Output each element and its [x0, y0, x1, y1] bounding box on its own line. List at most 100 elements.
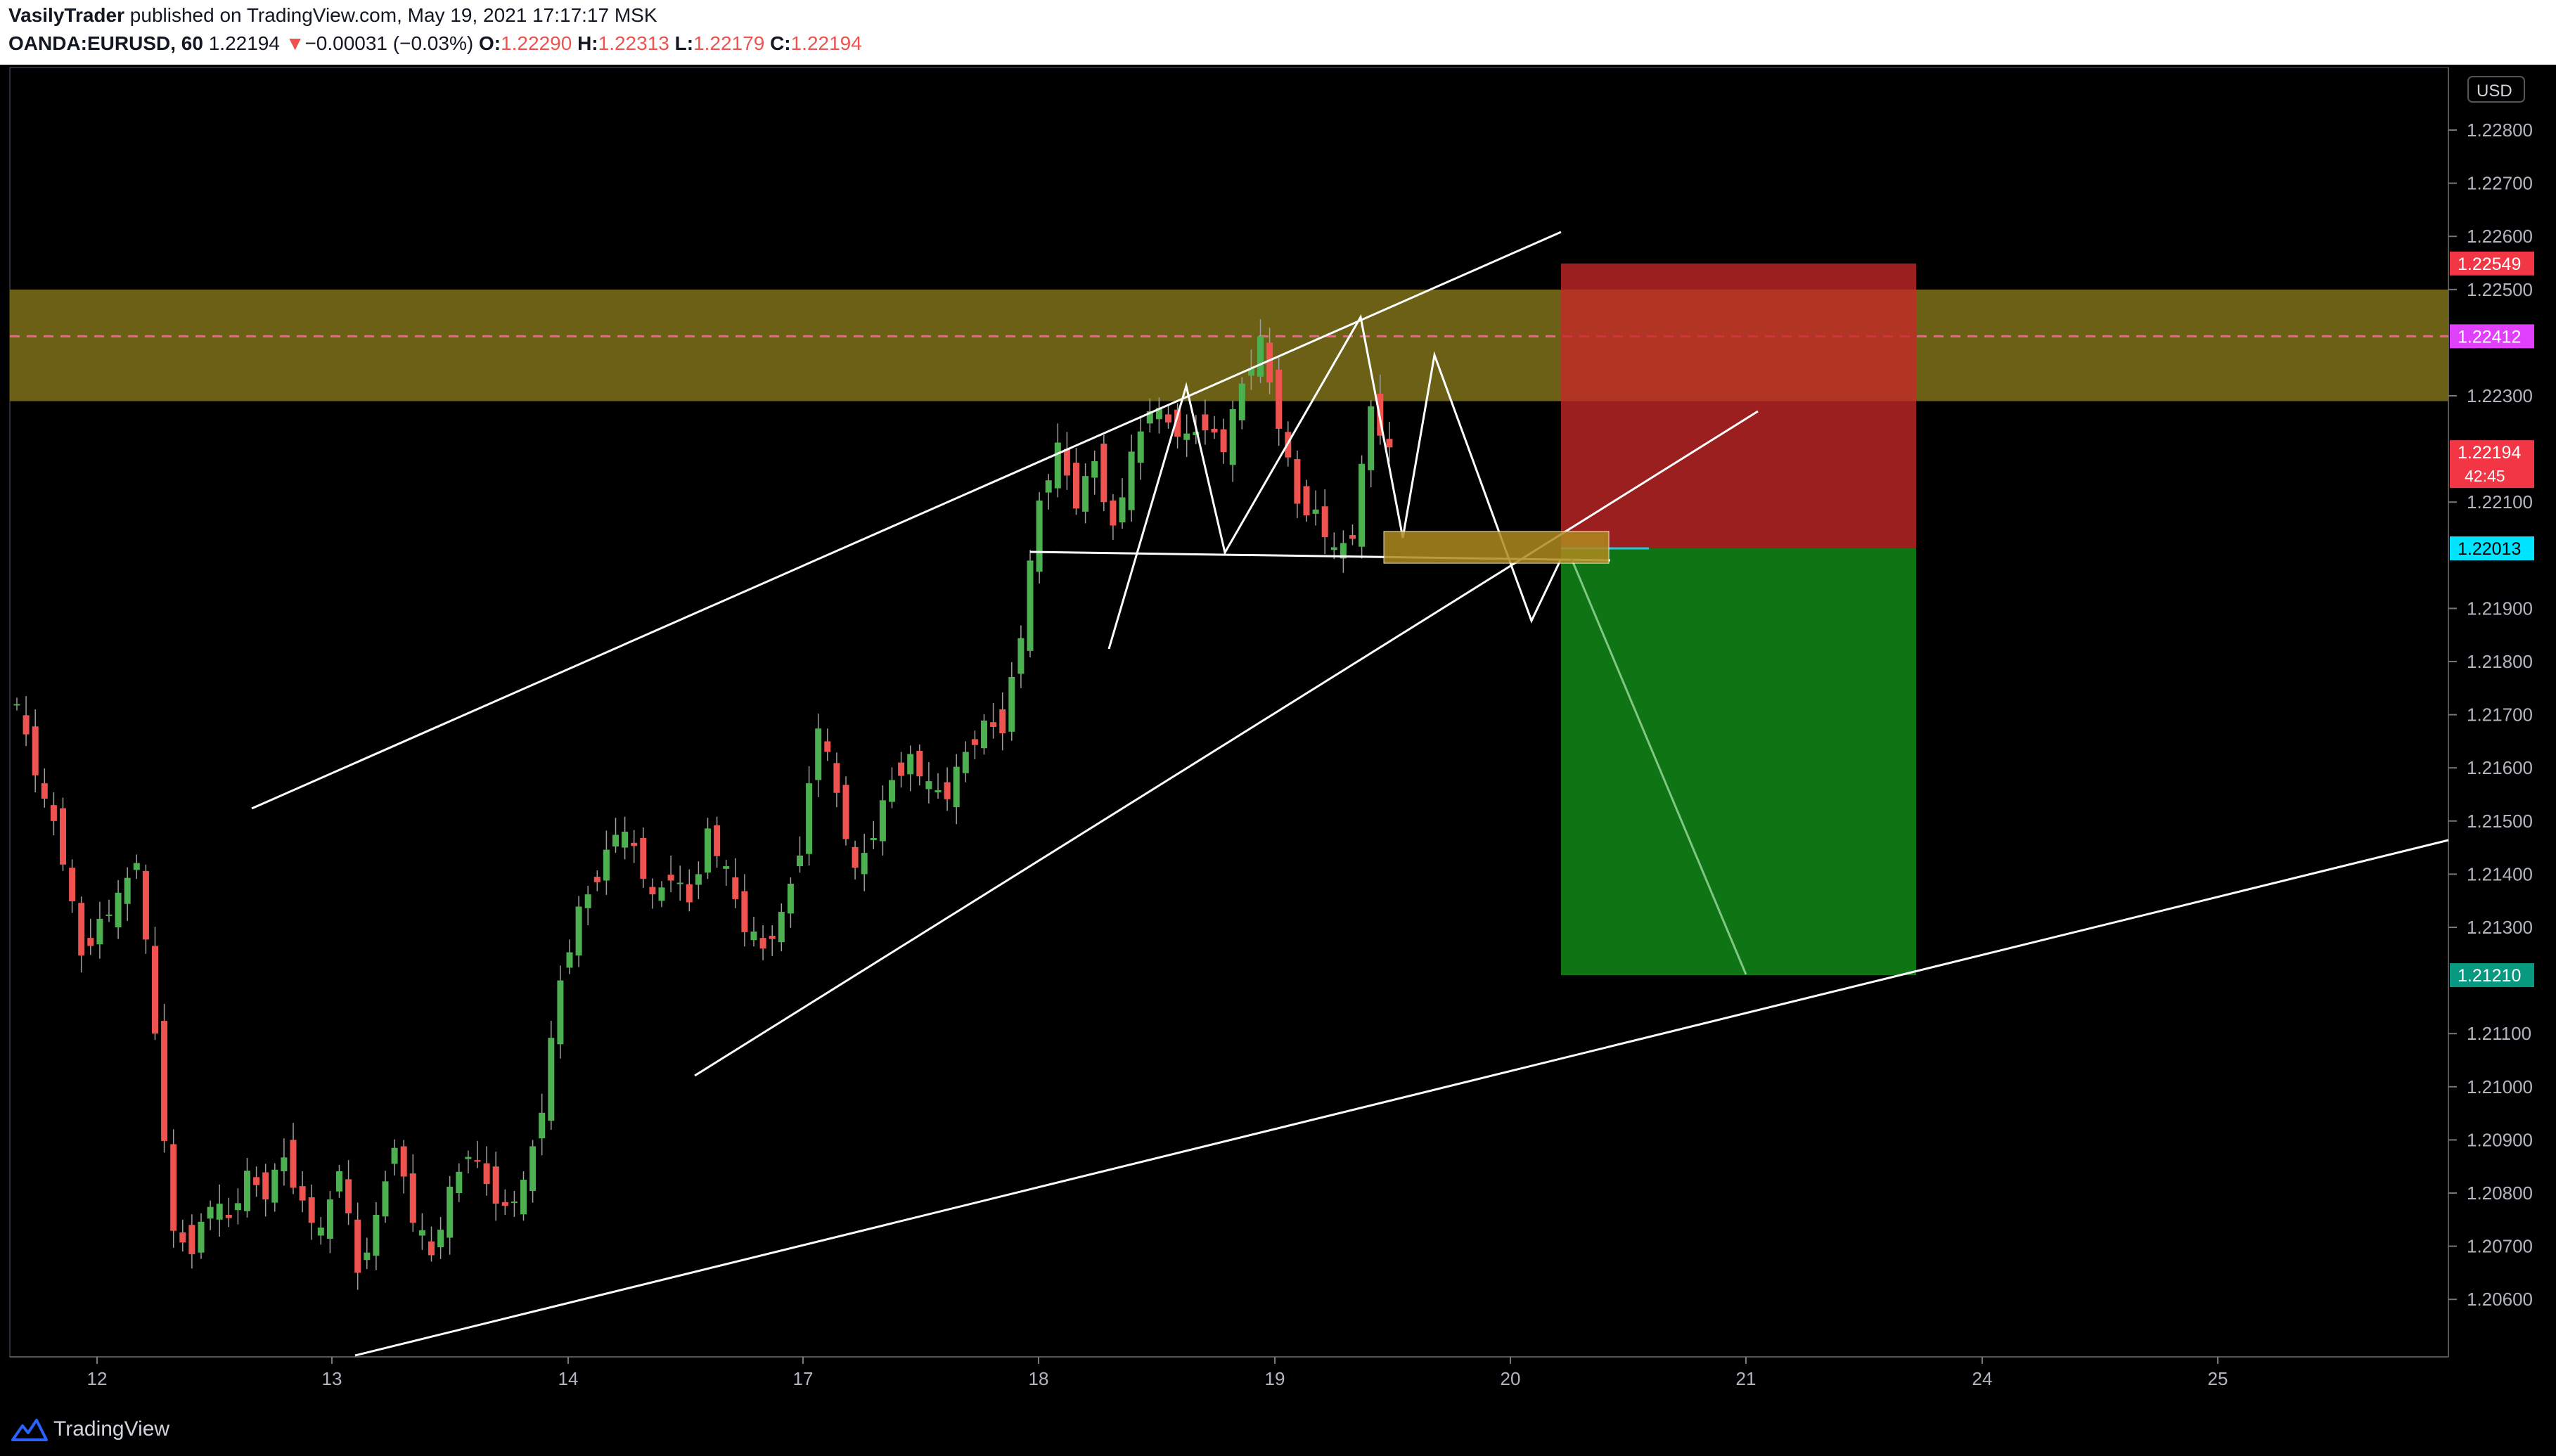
candle[interactable] [1165, 414, 1171, 423]
candle[interactable] [1257, 336, 1264, 377]
candle[interactable] [345, 1179, 352, 1213]
candle[interactable] [667, 875, 674, 881]
candle[interactable] [105, 914, 113, 916]
candle[interactable] [179, 1232, 186, 1243]
candle[interactable] [732, 877, 739, 899]
candle[interactable] [87, 938, 94, 946]
candle[interactable] [244, 1171, 250, 1211]
candle[interactable] [787, 884, 794, 914]
candle[interactable] [133, 863, 140, 870]
candle[interactable] [1137, 431, 1144, 463]
candle[interactable] [1229, 408, 1236, 465]
candle[interactable] [1174, 409, 1181, 437]
price-axis[interactable]: 1.22800 1.22700 1.22600 1.22500 1.22300 1.221… [2448, 76, 2533, 1310]
price-chart[interactable]: 1.22800 1.22700 1.22600 1.22500 1.22300 1.221… [0, 65, 2556, 1405]
candle[interactable] [612, 835, 619, 847]
candle[interactable] [824, 741, 831, 752]
candle[interactable] [1294, 458, 1301, 504]
candle[interactable] [326, 1199, 333, 1239]
candle[interactable] [529, 1146, 537, 1191]
candle[interactable] [161, 1021, 168, 1141]
candle[interactable] [253, 1177, 260, 1185]
candle[interactable] [686, 884, 693, 903]
candle[interactable] [990, 722, 997, 727]
candle[interactable] [1100, 444, 1107, 503]
candle[interactable] [575, 906, 582, 956]
candle[interactable] [465, 1157, 472, 1159]
head-shoulders-pattern[interactable] [1107, 314, 1562, 650]
currency-button[interactable] [2467, 76, 2525, 103]
candle[interactable] [32, 726, 39, 775]
candle[interactable] [852, 846, 859, 868]
stop-loss-zone[interactable] [1561, 263, 1916, 548]
candle[interactable] [695, 874, 702, 885]
candle[interactable] [437, 1230, 444, 1248]
candle[interactable] [60, 808, 66, 865]
candle[interactable] [714, 825, 721, 856]
candle[interactable] [364, 1252, 371, 1261]
candle[interactable] [1340, 543, 1347, 559]
candle[interactable] [271, 1169, 278, 1203]
candle[interactable] [981, 720, 987, 749]
candle[interactable] [391, 1147, 398, 1164]
candle[interactable] [1063, 449, 1070, 476]
candle[interactable] [1220, 429, 1227, 453]
candle[interactable] [584, 894, 591, 908]
candle[interactable] [1183, 433, 1190, 440]
candle[interactable] [1045, 480, 1052, 493]
candle[interactable] [676, 882, 683, 884]
candle[interactable] [870, 837, 877, 841]
candle[interactable] [1312, 509, 1319, 514]
candle[interactable] [944, 782, 951, 799]
candle[interactable] [198, 1221, 205, 1253]
candle[interactable] [806, 783, 813, 854]
candle[interactable] [13, 704, 20, 706]
candle[interactable] [492, 1166, 499, 1204]
candle[interactable] [317, 1228, 324, 1236]
candle[interactable] [225, 1214, 232, 1218]
candle[interactable] [428, 1241, 435, 1256]
candle[interactable] [539, 1112, 546, 1139]
candle[interactable] [935, 790, 942, 792]
candle[interactable] [1266, 342, 1273, 383]
candle[interactable] [447, 1186, 454, 1238]
candle[interactable] [557, 980, 564, 1045]
candle[interactable] [216, 1204, 223, 1220]
candle[interactable] [797, 855, 803, 867]
candle[interactable] [842, 785, 849, 839]
candle[interactable] [281, 1157, 288, 1172]
candle[interactable] [1146, 411, 1153, 424]
candle[interactable] [170, 1144, 177, 1231]
candle[interactable] [418, 1230, 425, 1236]
candle[interactable] [50, 805, 57, 821]
candle[interactable] [1202, 414, 1209, 431]
time-axis[interactable]: 12 13 14 17 18 19 20 21 24 25 [87, 1357, 2228, 1389]
candle[interactable] [1128, 451, 1135, 510]
candle[interactable] [1054, 442, 1061, 489]
candle[interactable] [631, 842, 638, 846]
candle[interactable] [898, 762, 905, 776]
candle[interactable] [1386, 439, 1393, 448]
candle[interactable] [1247, 368, 1254, 376]
candle[interactable] [1238, 383, 1245, 420]
candle[interactable] [1073, 463, 1079, 509]
candle[interactable] [400, 1146, 407, 1177]
candle[interactable] [510, 1201, 518, 1204]
candle[interactable] [78, 903, 85, 956]
candle[interactable] [658, 887, 665, 901]
candle[interactable] [603, 849, 610, 881]
upper-channel-line[interactable] [251, 231, 1562, 810]
candle[interactable] [815, 728, 822, 780]
candle[interactable] [1091, 460, 1098, 478]
candle[interactable] [69, 868, 76, 901]
lower-channel-line[interactable] [694, 410, 1759, 1077]
candle[interactable] [971, 739, 978, 745]
candle[interactable] [750, 932, 757, 941]
candle[interactable] [962, 752, 969, 773]
candle[interactable] [1036, 500, 1043, 572]
currency-label[interactable]: USD [2477, 82, 2512, 101]
candle[interactable] [723, 866, 730, 869]
candle[interactable] [1155, 408, 1162, 420]
candle[interactable] [879, 800, 886, 842]
entry-box[interactable] [1383, 531, 1610, 564]
